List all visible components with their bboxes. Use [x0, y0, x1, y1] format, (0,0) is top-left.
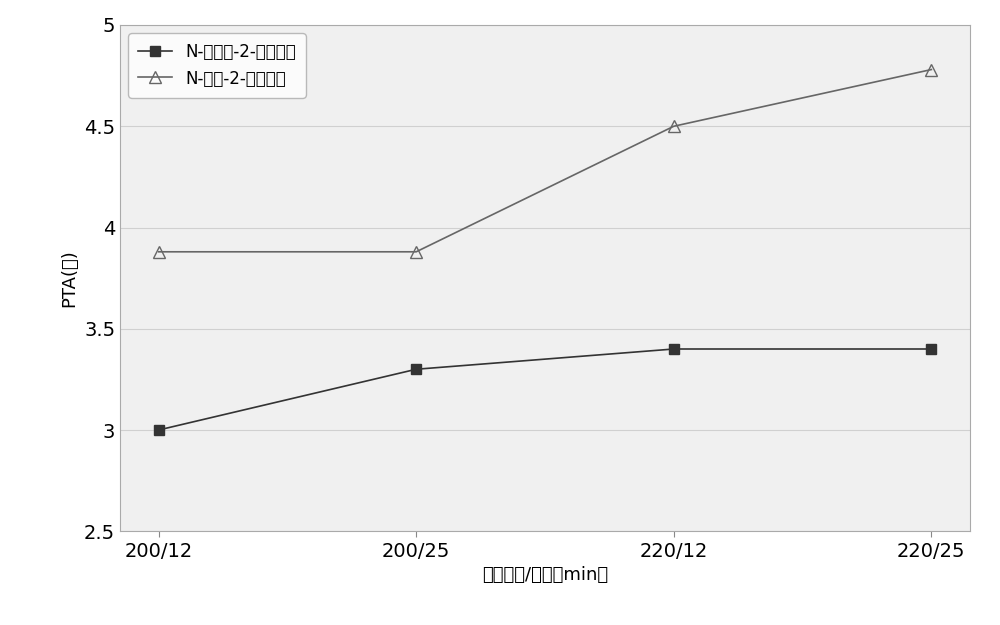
N-异丙基-2-吵和烷酮 [410, 366, 422, 373]
N-异丙基-2-吵和烷酮 [668, 345, 680, 352]
X-axis label: 固烤温度/时间（min）: 固烤温度/时间（min） [482, 566, 608, 584]
Legend: N-异丙基-2-吵和烷酮, N-甲基-2-吵和烷酮: N-异丙基-2-吵和烷酮, N-甲基-2-吵和烷酮 [128, 33, 306, 98]
Y-axis label: PTA(度): PTA(度) [60, 249, 78, 307]
Line: N-异丙基-2-吵和烷酮: N-异丙基-2-吵和烷酮 [154, 344, 936, 435]
N-甲基-2-吵和烷酮 [410, 248, 422, 256]
N-甲基-2-吵和烷酮 [668, 122, 680, 130]
N-甲基-2-吵和烷酮 [153, 248, 165, 256]
N-异丙基-2-吵和烷酮 [925, 345, 937, 352]
N-异丙基-2-吵和烷酮 [153, 426, 165, 434]
N-甲基-2-吵和烷酮 [925, 66, 937, 73]
Line: N-甲基-2-吵和烷酮: N-甲基-2-吵和烷酮 [152, 63, 938, 258]
